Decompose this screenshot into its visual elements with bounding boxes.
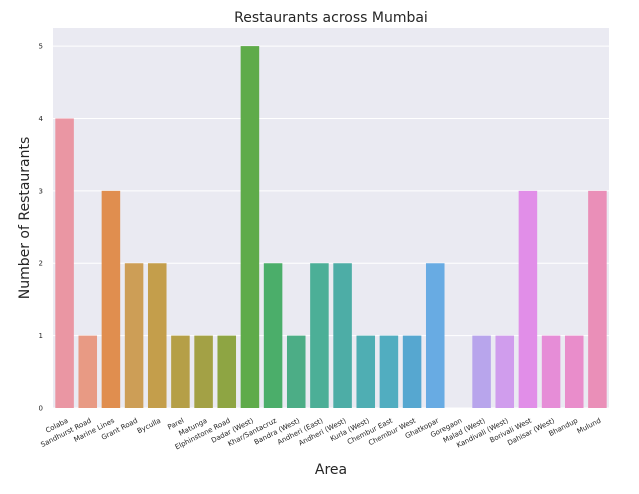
bar: [171, 335, 190, 408]
bar: [217, 335, 237, 408]
chart-title: Restaurants across Mumbai: [234, 10, 428, 26]
bar: [564, 335, 584, 408]
bar: [124, 263, 144, 408]
bar: [310, 263, 329, 408]
bar: [402, 335, 422, 408]
bar: [194, 335, 213, 408]
y-tick-label: 2: [39, 260, 43, 268]
bar: [333, 263, 352, 408]
bar: [425, 263, 445, 408]
bar: [588, 190, 607, 408]
bar: [101, 190, 121, 408]
bar: [518, 190, 538, 408]
bar: [55, 118, 74, 408]
x-tick-label: Byculla: [136, 417, 162, 436]
y-tick-label: 4: [39, 115, 44, 123]
bar: [240, 46, 260, 408]
x-axis-label: Area: [315, 462, 347, 478]
bar: [147, 263, 167, 408]
bar: [356, 335, 376, 408]
bar: [541, 335, 561, 408]
y-tick-label: 1: [39, 332, 43, 340]
bar: [78, 335, 98, 408]
plot-background: [53, 28, 609, 408]
bar: [472, 335, 491, 408]
bar: [379, 335, 399, 408]
bar: [263, 263, 283, 408]
y-tick-label: 0: [39, 405, 43, 413]
y-tick-label: 5: [39, 43, 43, 51]
x-tick-label: Mulund: [576, 417, 603, 436]
bar: [286, 335, 306, 408]
bar: [495, 335, 515, 408]
y-axis-label: Number of Restaurants: [17, 137, 33, 300]
y-tick-label: 3: [39, 187, 43, 195]
